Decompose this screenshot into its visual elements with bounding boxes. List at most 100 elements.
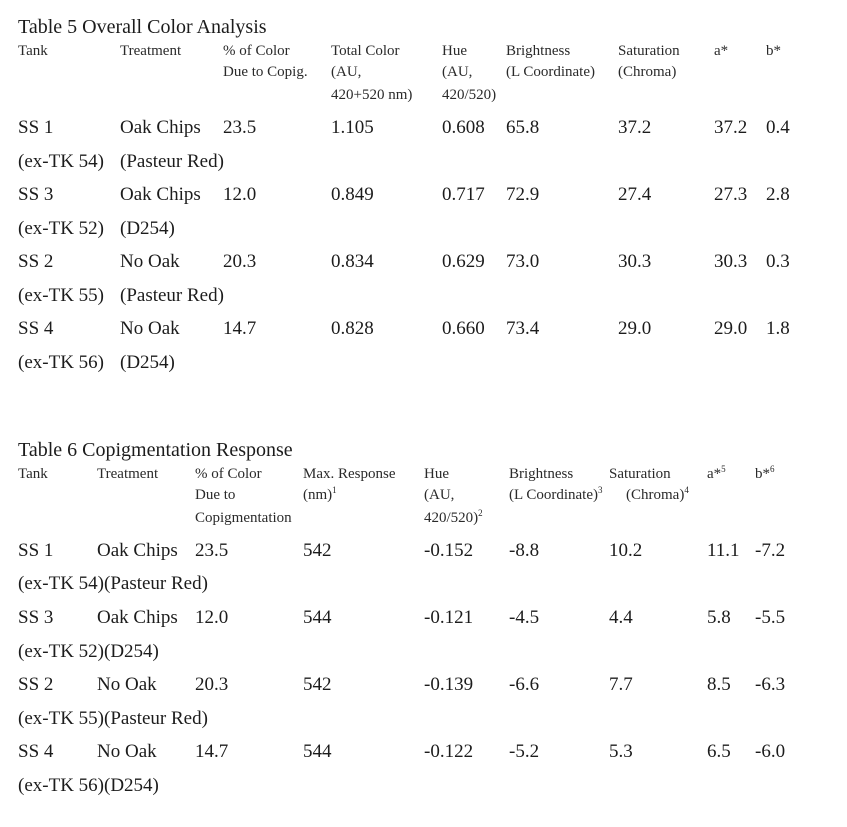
cell-a-star: 5.8	[707, 607, 731, 628]
cell-b-star: 2.8	[766, 184, 790, 205]
footnote-marker: 4	[684, 485, 689, 495]
cell-treatment: No Oak	[120, 318, 180, 339]
header-b-star: b*6	[755, 464, 775, 482]
header-pct-line2: Due to Copig.	[223, 64, 308, 80]
header-saturation-line1: Saturation	[609, 466, 671, 482]
header-hue-line2: (AU,	[424, 487, 455, 503]
cell-hue: -0.121	[424, 607, 474, 628]
cell-origin-yeast: (ex-TK 55)(Pasteur Red)	[18, 708, 208, 729]
header-pct-line1: % of Color	[223, 43, 290, 59]
table-5-title: Table 5 Overall Color Analysis	[18, 16, 267, 38]
header-saturation-line2: (Chroma)4	[626, 485, 689, 503]
header-tank: Tank	[18, 43, 48, 59]
cell-hue: 0.608	[442, 117, 485, 138]
table-6-title: Table 6 Copigmentation Response	[18, 439, 293, 461]
cell-b-star: -6.3	[755, 674, 786, 695]
cell-total: 1.105	[331, 117, 374, 138]
header-a-star: a*	[714, 43, 729, 59]
cell-origin-yeast: (ex-TK 52)(D254)	[18, 641, 159, 662]
header-b-star: b*	[766, 43, 781, 59]
cell-max-response: 542	[303, 540, 332, 561]
cell-pct: 20.3	[195, 674, 229, 695]
header-total-line3: 420+520 nm)	[331, 87, 413, 103]
cell-brightness: -4.5	[509, 607, 540, 628]
cell-pct: 14.7	[223, 318, 257, 339]
cell-treatment: Oak Chips	[120, 184, 201, 205]
cell-b-star: -7.2	[755, 540, 786, 561]
cell-a-star: 27.3	[714, 184, 748, 205]
header-a-star: a*5	[707, 464, 726, 482]
cell-yeast: (Pasteur Red)	[120, 151, 224, 172]
cell-tank: SS 4	[18, 741, 54, 762]
cell-tank-origin: (ex-TK 52)	[18, 218, 104, 239]
cell-saturation: 10.2	[609, 540, 643, 561]
header-brightness-line2: (L Coordinate)	[506, 64, 595, 80]
cell-tank-origin: (ex-TK 56)	[18, 352, 104, 373]
cell-pct: 14.7	[195, 741, 229, 762]
header-brightness-line1: Brightness	[509, 466, 574, 482]
cell-b-star: -5.5	[755, 607, 786, 628]
header-saturation-line1: Saturation	[618, 43, 680, 59]
header-brightness-line2: (L Coordinate)3	[509, 485, 603, 503]
cell-yeast: (D254)	[120, 352, 175, 373]
cell-treatment: No Oak	[97, 674, 157, 695]
cell-treatment: Oak Chips	[97, 540, 178, 561]
header-pct-line3: Copigmentation	[195, 510, 292, 526]
cell-tank: SS 4	[18, 318, 54, 339]
header-total-line1: Total Color	[331, 43, 400, 59]
cell-b-star: 0.3	[766, 251, 790, 272]
cell-max-response: 544	[303, 741, 332, 762]
cell-total: 0.834	[331, 251, 374, 272]
header-saturation-line2: (Chroma)	[618, 64, 677, 80]
footnote-marker: 6	[770, 464, 775, 474]
cell-tank: SS 1	[18, 540, 54, 561]
header-hue-line2: (AU,	[442, 64, 473, 80]
header-tank: Tank	[18, 466, 48, 482]
cell-hue: 0.717	[442, 184, 485, 205]
cell-origin-yeast: (ex-TK 54)(Pasteur Red)	[18, 573, 208, 594]
cell-hue: -0.152	[424, 540, 474, 561]
header-hue-line3: 420/520)	[442, 87, 497, 103]
header-pct-line1: % of Color	[195, 466, 262, 482]
cell-tank: SS 1	[18, 117, 54, 138]
cell-yeast: (Pasteur Red)	[120, 285, 224, 306]
cell-a-star: 8.5	[707, 674, 731, 695]
cell-total: 0.828	[331, 318, 374, 339]
cell-max-response: 544	[303, 607, 332, 628]
cell-tank-origin: (ex-TK 54)	[18, 151, 104, 172]
cell-brightness: -6.6	[509, 674, 540, 695]
header-max-line1: Max. Response	[303, 466, 396, 482]
header-hue-line1: Hue	[424, 466, 449, 482]
header-max-line2: (nm)1	[303, 485, 337, 503]
cell-tank: SS 2	[18, 674, 54, 695]
cell-max-response: 542	[303, 674, 332, 695]
cell-saturation: 4.4	[609, 607, 633, 628]
header-treatment: Treatment	[97, 466, 159, 482]
header-hue-line3: 420/520)2	[424, 508, 483, 526]
cell-hue: -0.122	[424, 741, 474, 762]
cell-treatment: No Oak	[120, 251, 180, 272]
cell-brightness: 73.0	[506, 251, 540, 272]
cell-pct: 20.3	[223, 251, 257, 272]
cell-b-star: 1.8	[766, 318, 790, 339]
cell-a-star: 6.5	[707, 741, 731, 762]
footnote-marker: 2	[478, 508, 483, 518]
cell-brightness: 73.4	[506, 318, 540, 339]
cell-b-star: -6.0	[755, 741, 786, 762]
cell-pct: 23.5	[195, 540, 229, 561]
cell-hue: 0.629	[442, 251, 485, 272]
cell-saturation: 30.3	[618, 251, 652, 272]
cell-total: 0.849	[331, 184, 374, 205]
cell-brightness: 65.8	[506, 117, 540, 138]
cell-brightness: -8.8	[509, 540, 540, 561]
cell-yeast: (D254)	[120, 218, 175, 239]
cell-tank: SS 3	[18, 184, 54, 205]
cell-saturation: 29.0	[618, 318, 652, 339]
cell-saturation: 27.4	[618, 184, 652, 205]
cell-treatment: Oak Chips	[97, 607, 178, 628]
cell-tank-origin: (ex-TK 55)	[18, 285, 104, 306]
cell-a-star: 37.2	[714, 117, 748, 138]
cell-b-star: 0.4	[766, 117, 790, 138]
header-treatment: Treatment	[120, 43, 182, 59]
cell-treatment: No Oak	[97, 741, 157, 762]
